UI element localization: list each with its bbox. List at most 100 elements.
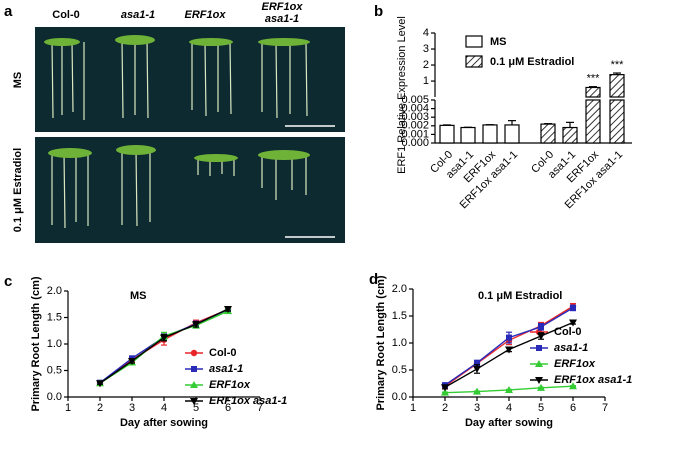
x-tick-label: 1 — [410, 402, 416, 414]
y-tick-label: 2 — [423, 59, 429, 71]
legend-swatch — [465, 55, 483, 68]
bar — [460, 126, 476, 144]
legend-marker — [190, 349, 198, 357]
y-tick-label: 0.002 — [401, 120, 429, 132]
chart-title: 0.1 μM Estradiol — [478, 290, 562, 302]
legend-label: ERF1ox — [209, 379, 251, 391]
panel-letter: c — [4, 273, 12, 290]
marker — [441, 388, 449, 396]
y-axis-label: Primary Root Length (cm) — [30, 276, 42, 411]
x-tick-label: 7 — [257, 402, 263, 414]
x-tick-label: 5 — [538, 402, 544, 414]
x-tick-label: 4 — [161, 402, 167, 414]
marker — [473, 365, 481, 373]
marker — [441, 384, 449, 392]
legend-label: Col-0 — [209, 347, 237, 359]
y-tick-label: 0.000 — [401, 137, 429, 149]
bar — [562, 126, 578, 144]
x-tick-label: 1 — [65, 402, 71, 414]
legend-label: asa1-1 — [554, 342, 588, 354]
bar-upper — [609, 74, 625, 98]
marker — [537, 332, 545, 340]
legend-marker — [535, 360, 543, 367]
bar-lower — [609, 99, 625, 144]
y-tick-label: 0.004 — [401, 103, 429, 115]
marker — [537, 383, 545, 391]
x-tick-label: 4 — [506, 402, 512, 414]
x-tick-label: 3 — [474, 402, 480, 414]
marker — [224, 306, 232, 314]
column-label: ERF1ox — [262, 1, 304, 13]
y-tick-label: 0.005 — [401, 94, 429, 106]
legend-label: ERF1ox asa1-1 — [209, 395, 287, 407]
marker — [474, 359, 480, 366]
y-tick-label: 2.0 — [47, 285, 62, 297]
y-tick-label: 1 — [423, 75, 429, 87]
y-tick-label: 4 — [423, 27, 429, 39]
bar-upper — [585, 86, 601, 98]
column-label: ERF1ox — [185, 9, 227, 21]
y-tick-label: 0.003 — [401, 111, 429, 123]
column-label: asa1-1 — [121, 9, 155, 21]
x-tick-label: 7 — [602, 402, 608, 414]
x-tick-label: 2 — [97, 402, 103, 414]
x-tick-label: 6 — [570, 402, 576, 414]
marker — [473, 387, 481, 395]
legend-label: ERF1ox asa1-1 — [554, 374, 632, 386]
x-axis-label: Day after sowing — [120, 417, 208, 429]
legend-marker — [191, 366, 197, 372]
x-tick-label: 5 — [193, 402, 199, 414]
panel-letter: d — [369, 271, 378, 288]
y-tick-label: 0.5 — [47, 364, 62, 376]
legend-label: asa1-1 — [209, 363, 243, 375]
marker — [192, 321, 200, 329]
row-label: 0.1 μM Estradiol — [12, 148, 24, 232]
seedlings — [51, 39, 308, 229]
y-tick-label: 1.0 — [47, 338, 62, 350]
marker — [96, 380, 104, 388]
panel-letter: b — [374, 3, 383, 20]
legend-marker — [536, 345, 542, 351]
marker — [506, 334, 512, 341]
y-axis-label: Primary Root Length (cm) — [375, 275, 387, 410]
row-label: MS — [12, 72, 24, 89]
legend-label: Col-0 — [554, 326, 582, 338]
y-tick-label: 0.0 — [392, 391, 407, 403]
significance: *** — [587, 73, 601, 85]
legend-label: 0.1 μM Estradiol — [490, 56, 574, 68]
x-tick-label: 6 — [225, 402, 231, 414]
legend-marker — [190, 398, 198, 405]
chart-title: MS — [130, 290, 147, 302]
x-tick-label: 2 — [442, 402, 448, 414]
legend-label: MS — [490, 36, 507, 48]
marker — [128, 357, 136, 365]
legend-marker — [190, 381, 198, 388]
significance: *** — [611, 59, 625, 71]
marker — [569, 319, 577, 327]
y-tick-label: 0.001 — [401, 128, 429, 140]
y-tick-label: 0.0 — [47, 391, 62, 403]
bar — [482, 124, 498, 144]
cotyledons — [44, 35, 310, 162]
marker — [538, 323, 544, 330]
legend-label: ERF1ox — [554, 358, 596, 370]
legend-marker — [535, 377, 543, 384]
x-axis-label: Day after sowing — [465, 417, 553, 429]
y-tick-label: 1.5 — [392, 310, 407, 322]
bar — [504, 124, 520, 144]
bar — [439, 124, 455, 144]
y-tick-label: 1.5 — [47, 311, 62, 323]
bar-lower — [585, 99, 601, 144]
y-axis-label: ERF1 Relative Expression Level — [396, 16, 408, 174]
marker — [160, 334, 168, 342]
marker — [505, 385, 513, 393]
column-label: Col-0 — [52, 9, 80, 21]
marker — [569, 382, 577, 390]
column-label: asa1-1 — [265, 13, 299, 25]
x-tick-label: 3 — [129, 402, 135, 414]
marker — [505, 346, 513, 354]
legend-swatch — [465, 35, 483, 48]
bar — [540, 123, 556, 144]
y-tick-label: 2.0 — [392, 283, 407, 295]
